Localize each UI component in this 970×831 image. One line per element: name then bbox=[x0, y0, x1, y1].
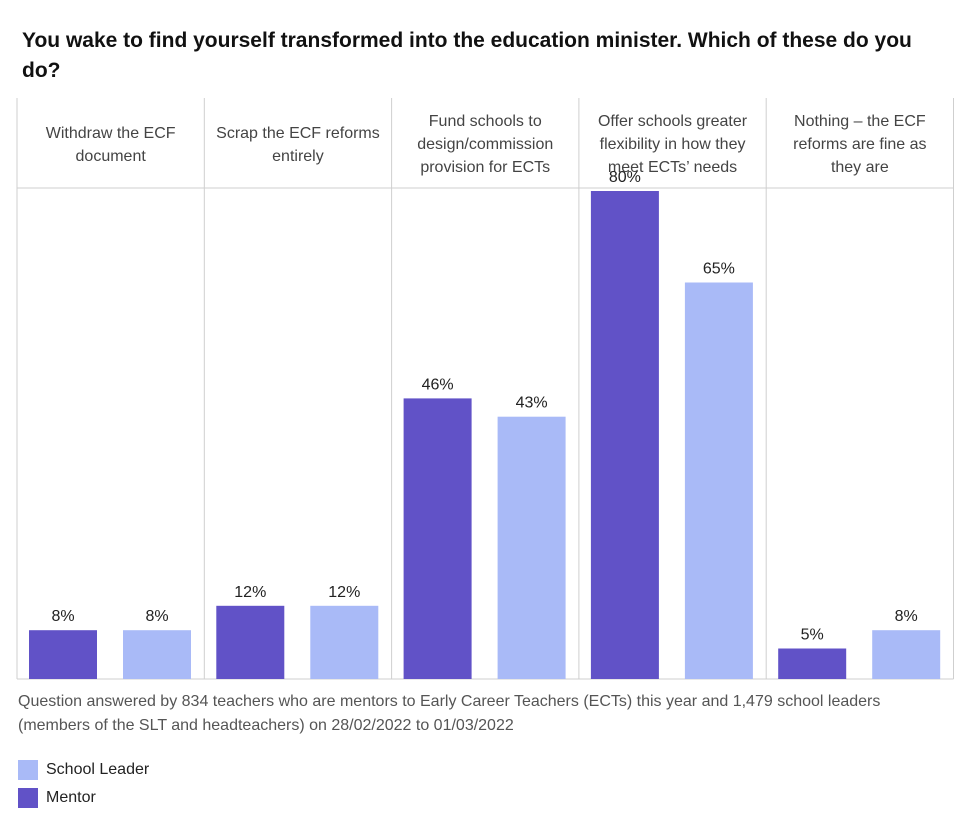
legend-item-school-leader: School Leader bbox=[18, 756, 149, 784]
data-label-mentor: 80% bbox=[609, 169, 641, 186]
bar-school-leader bbox=[310, 605, 379, 679]
legend-label-mentor: Mentor bbox=[46, 789, 96, 806]
category-label: Offer schools greater flexibility in how … bbox=[598, 113, 748, 176]
category-label: Withdraw the ECF document bbox=[46, 125, 176, 165]
data-label-school-leader: 12% bbox=[328, 584, 360, 601]
bar-mentor bbox=[778, 648, 847, 679]
data-label-school-leader: 8% bbox=[895, 608, 918, 625]
bar-school-leader bbox=[123, 630, 191, 679]
legend-swatch-school-leader bbox=[18, 760, 38, 780]
bar-mentor bbox=[216, 605, 285, 679]
data-label-school-leader: 43% bbox=[516, 395, 548, 412]
data-label-school-leader: 65% bbox=[703, 261, 735, 278]
bar-chart: Withdraw the ECF document 8% 8% Scrap the EC… bbox=[16, 98, 954, 680]
bar-school-leader bbox=[872, 630, 941, 679]
bar-school-leader bbox=[684, 282, 753, 679]
chart-title: You wake to find yourself transformed in… bbox=[22, 29, 912, 82]
bar-mentor bbox=[403, 398, 472, 679]
bar-mentor bbox=[590, 191, 659, 679]
chart-footnote: Question answered by 834 teachers who ar… bbox=[18, 693, 881, 734]
data-label-school-leader: 8% bbox=[145, 608, 168, 625]
category-label: Fund schools to design/commission provisio… bbox=[417, 113, 553, 176]
data-label-mentor: 8% bbox=[51, 608, 74, 625]
bar-school-leader bbox=[497, 416, 566, 679]
bar-mentor bbox=[29, 630, 97, 679]
category-label: Scrap the ECF reforms entirely bbox=[216, 125, 380, 165]
data-label-mentor: 12% bbox=[234, 584, 266, 601]
data-label-mentor: 5% bbox=[801, 627, 824, 644]
category-label: Nothing – the ECF reforms are fine as they… bbox=[793, 113, 926, 176]
legend-swatch-mentor bbox=[18, 788, 38, 808]
data-label-mentor: 46% bbox=[422, 376, 454, 393]
legend-item-mentor: Mentor bbox=[18, 784, 149, 812]
legend-label-school-leader: School Leader bbox=[46, 761, 150, 778]
legend: School Leader Mentor bbox=[18, 756, 149, 812]
